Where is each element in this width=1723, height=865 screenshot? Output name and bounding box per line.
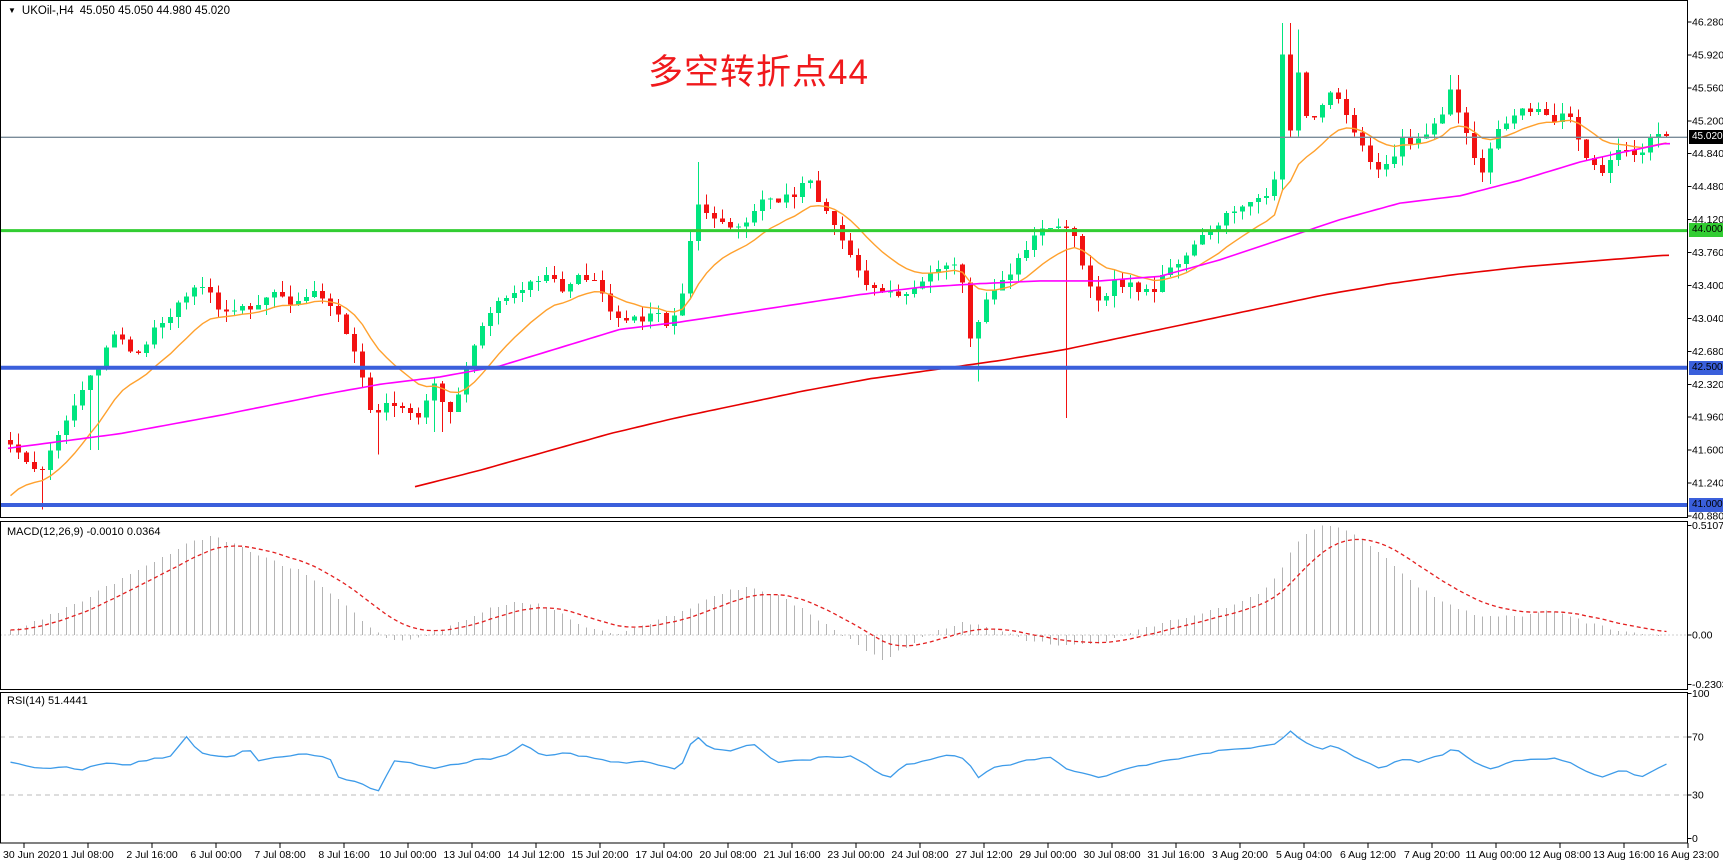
rsi-scale-label: 70 xyxy=(1692,732,1704,744)
time-tick-label: 6 Jul 00:00 xyxy=(190,849,242,861)
price-tick-label: 42.680 xyxy=(1692,346,1723,358)
hline-label-41000: 41.000 xyxy=(1689,498,1723,512)
hline-label-44000: 44.000 xyxy=(1689,223,1723,237)
rsi-scale-label: 30 xyxy=(1692,790,1704,802)
time-tick-label: 11 Aug 00:00 xyxy=(1465,849,1526,861)
price-tick-label: 46.280 xyxy=(1692,17,1723,29)
time-tick-label: 3 Aug 20:00 xyxy=(1212,849,1268,861)
time-tick-label: 13 Aug 16:00 xyxy=(1593,849,1655,861)
price-tick-label: 43.040 xyxy=(1692,313,1723,325)
time-tick-label: 12 Aug 08:00 xyxy=(1529,849,1591,861)
rsi-scale-label: 0 xyxy=(1692,833,1698,845)
time-tick-label: 20 Jul 08:00 xyxy=(699,849,756,861)
price-tick-label: 40.880 xyxy=(1692,510,1723,522)
time-tick-label: 17 Jul 04:00 xyxy=(635,849,692,861)
price-tick-label: 44.480 xyxy=(1692,181,1723,193)
time-tick-label: 30 Jun 2020 xyxy=(3,849,61,861)
macd-scale-label: 0.5107 xyxy=(1692,520,1723,532)
time-tick-label: 15 Jul 20:00 xyxy=(571,849,628,861)
time-tick-label: 24 Jul 08:00 xyxy=(891,849,948,861)
candles-layer xyxy=(7,22,1670,510)
time-tick-label: 13 Jul 04:00 xyxy=(443,849,500,861)
rsi-indicator-label: RSI(14) 51.4441 xyxy=(7,695,88,707)
price-tick-label: 41.240 xyxy=(1692,478,1723,490)
price-tick-label: 45.200 xyxy=(1692,115,1723,127)
chart-title-quotes: 45.050 45.050 44.980 45.020 xyxy=(79,5,230,17)
time-tick-label: 23 Jul 00:00 xyxy=(827,849,884,861)
price-tick-label: 45.920 xyxy=(1692,49,1723,61)
time-tick-label: 30 Jul 08:00 xyxy=(1083,849,1140,861)
hline-label-42500: 42.500 xyxy=(1689,361,1723,375)
price-tick-label: 45.560 xyxy=(1692,82,1723,94)
rsi-layer xyxy=(1,730,1687,796)
price-tick-label: 41.960 xyxy=(1692,412,1723,424)
time-tick-label: 6 Aug 12:00 xyxy=(1340,849,1396,861)
annotation-text: 多空转折点44 xyxy=(648,53,869,92)
time-tick-label: 1 Jul 08:00 xyxy=(62,849,114,861)
time-tick-label: 31 Jul 16:00 xyxy=(1147,849,1204,861)
time-tick-label: 7 Jul 08:00 xyxy=(254,849,306,861)
time-tick-label: 2 Jul 16:00 xyxy=(126,849,178,861)
time-tick-label: 21 Jul 16:00 xyxy=(763,849,820,861)
chart-title: ▼ UKOil-,H4 45.050 45.050 44.980 45.020 xyxy=(8,5,230,17)
time-tick-label: 5 Aug 04:00 xyxy=(1276,849,1332,861)
time-tick-label: 29 Jul 00:00 xyxy=(1019,849,1076,861)
time-tick-label: 7 Aug 20:00 xyxy=(1404,849,1460,861)
current-price-label: 45.020 xyxy=(1689,130,1723,144)
macd-layer xyxy=(1,525,1687,660)
time-tick-label: 14 Jul 12:00 xyxy=(507,849,564,861)
price-tick-label: 41.600 xyxy=(1692,445,1723,457)
rsi-scale-label: 100 xyxy=(1692,688,1710,700)
macd-indicator-label: MACD(12,26,9) -0.0010 0.0364 xyxy=(7,526,161,538)
chart-title-symbol: UKOil-,H4 xyxy=(21,5,74,17)
time-tick-label: 16 Aug 23:00 xyxy=(1657,849,1719,861)
price-tick-label: 43.760 xyxy=(1692,247,1723,259)
time-tick-label: 27 Jul 12:00 xyxy=(955,849,1012,861)
price-tick-label: 44.840 xyxy=(1692,148,1723,160)
symbol-dropdown-icon[interactable]: ▼ xyxy=(8,6,16,15)
price-tick-label: 43.400 xyxy=(1692,280,1723,292)
time-tick-label: 8 Jul 16:00 xyxy=(318,849,370,861)
macd-scale-label: -0.2303 xyxy=(1692,679,1723,691)
price-tick-label: 42.320 xyxy=(1692,379,1723,391)
time-tick-label: 10 Jul 00:00 xyxy=(379,849,436,861)
macd-scale-label: 0.00 xyxy=(1692,630,1713,642)
